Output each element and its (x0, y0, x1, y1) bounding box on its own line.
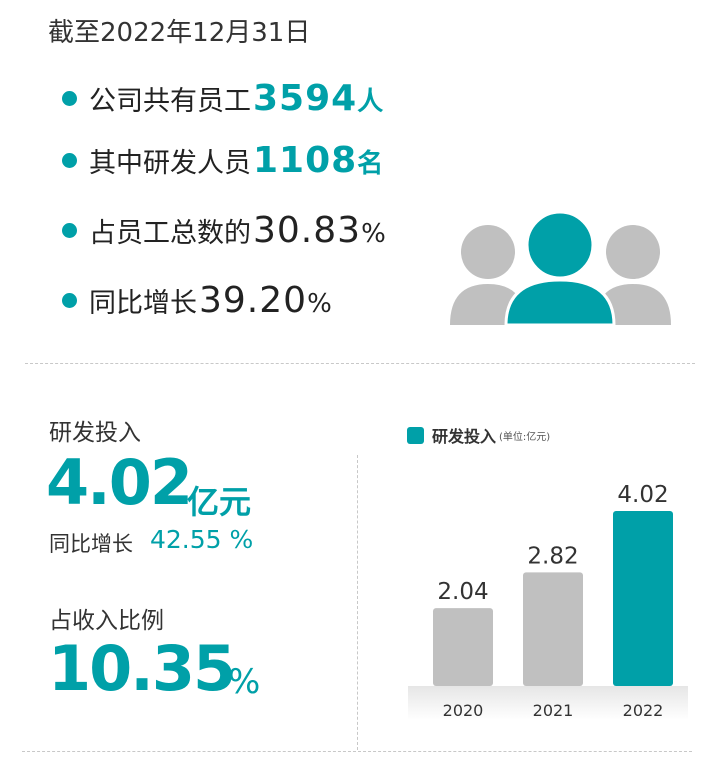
rd-growth-label: 同比增长 (49, 532, 133, 556)
legend-label: 研发投入 (432, 427, 497, 446)
divider-vertical (357, 455, 358, 750)
bullet-unit: 名 (357, 149, 384, 179)
bullet-growth: 同比增长 39.20 % (62, 280, 332, 321)
rd-unit: 亿元 (187, 483, 252, 521)
bullet-employees: 公司共有员工 3594 人 (62, 78, 383, 119)
bullet-unit: % (307, 289, 332, 319)
rd-label: 研发投入 (49, 420, 141, 446)
bar-value-label: 2.04 (437, 579, 488, 605)
x-tick-label: 2020 (443, 701, 484, 720)
bar-2021 (523, 572, 583, 686)
bullet-value: 3594 (253, 78, 358, 119)
bullet-value: 39.20 (199, 280, 308, 321)
rd-growth-value: 42.55 % (150, 525, 253, 554)
chart-legend: 研发投入 (单位:亿元) (407, 423, 550, 447)
bullet-label: 占员工总数的 (89, 218, 251, 249)
growth-number: 42.55 (150, 525, 222, 554)
bullet-unit: 人 (357, 87, 384, 117)
divider (22, 751, 692, 752)
bullet-value: 1108 (253, 140, 358, 181)
bar-2022 (613, 511, 673, 686)
growth-unit: % (229, 525, 254, 554)
rd-value: 4.02 (46, 446, 193, 519)
bullet-label: 其中研发人员 (89, 148, 251, 179)
bar-2020 (433, 608, 493, 686)
bullet-label: 公司共有员工 (89, 86, 251, 117)
ratio-label: 占收入比例 (49, 608, 164, 634)
bullet-label: 同比增长 (89, 288, 197, 319)
rd-bar-chart: 2.04 2020 2.82 2021 4.02 2022 (408, 482, 688, 720)
page-title: 截至2022年12月31日 (48, 18, 311, 48)
bullet-dot-icon (62, 293, 77, 308)
bullet-dot-icon (62, 153, 77, 168)
x-tick-label: 2021 (533, 701, 574, 720)
bar-value-label: 4.02 (617, 482, 668, 508)
bullet-rd-staff: 其中研发人员 1108 名 (62, 140, 383, 181)
divider (25, 363, 695, 364)
bullet-share: 占员工总数的 30.83 % (62, 210, 386, 251)
ratio-value: 10.35 (48, 632, 236, 705)
bar-value-label: 2.82 (527, 543, 578, 569)
bullet-dot-icon (62, 223, 77, 238)
bullet-unit: % (361, 219, 386, 249)
x-tick-label: 2022 (623, 701, 664, 720)
people-group-icon (450, 212, 671, 327)
bullet-dot-icon (62, 91, 77, 106)
ratio-unit: % (228, 662, 261, 702)
legend-unit: (单位:亿元) (499, 431, 551, 443)
x-axis-band (408, 686, 688, 720)
bullet-value: 30.83 (253, 210, 362, 251)
legend-swatch (407, 426, 424, 444)
